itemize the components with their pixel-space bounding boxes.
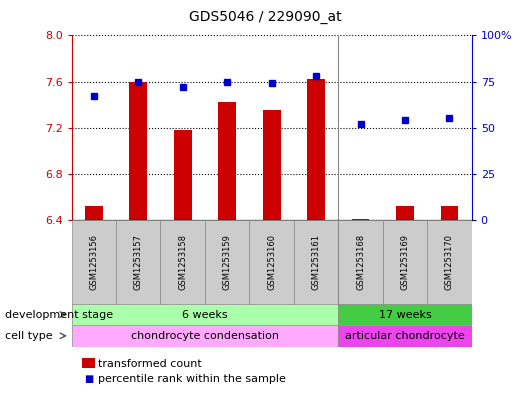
Text: cell type: cell type: [5, 331, 53, 341]
Text: 17 weeks: 17 weeks: [378, 310, 431, 320]
Bar: [440, 206, 458, 220]
Text: GSM1253168: GSM1253168: [356, 234, 365, 290]
Text: percentile rank within the sample: percentile rank within the sample: [98, 374, 286, 384]
Bar: [116, 220, 161, 305]
Bar: [72, 325, 338, 347]
Text: GSM1253160: GSM1253160: [267, 234, 276, 290]
Bar: [383, 220, 427, 305]
Text: GSM1253156: GSM1253156: [89, 234, 98, 290]
Bar: [174, 130, 192, 220]
Text: transformed count: transformed count: [98, 358, 202, 369]
Bar: [294, 220, 338, 305]
Text: GSM1253158: GSM1253158: [178, 234, 187, 290]
Text: chondrocyte condensation: chondrocyte condensation: [131, 331, 279, 341]
Text: GSM1253170: GSM1253170: [445, 234, 454, 290]
Bar: [218, 102, 236, 220]
Bar: [352, 219, 369, 220]
Bar: [161, 220, 205, 305]
Text: GSM1253161: GSM1253161: [312, 234, 321, 290]
Bar: [338, 304, 472, 325]
Bar: [427, 220, 472, 305]
Text: development stage: development stage: [5, 310, 113, 320]
Bar: [129, 82, 147, 220]
Bar: [72, 304, 338, 325]
Bar: [205, 220, 250, 305]
Bar: [72, 220, 116, 305]
Bar: [338, 220, 383, 305]
Text: GSM1253159: GSM1253159: [223, 234, 232, 290]
Bar: [263, 110, 280, 220]
Text: GSM1253169: GSM1253169: [401, 234, 410, 290]
Text: GDS5046 / 229090_at: GDS5046 / 229090_at: [189, 10, 341, 24]
Text: GSM1253157: GSM1253157: [134, 234, 143, 290]
Bar: [396, 206, 414, 220]
Bar: [85, 206, 103, 220]
Text: articular chondrocyte: articular chondrocyte: [345, 331, 465, 341]
Text: 6 weeks: 6 weeks: [182, 310, 228, 320]
Bar: [307, 79, 325, 220]
Bar: [338, 325, 472, 347]
Text: ■: ■: [84, 374, 93, 384]
Bar: [250, 220, 294, 305]
